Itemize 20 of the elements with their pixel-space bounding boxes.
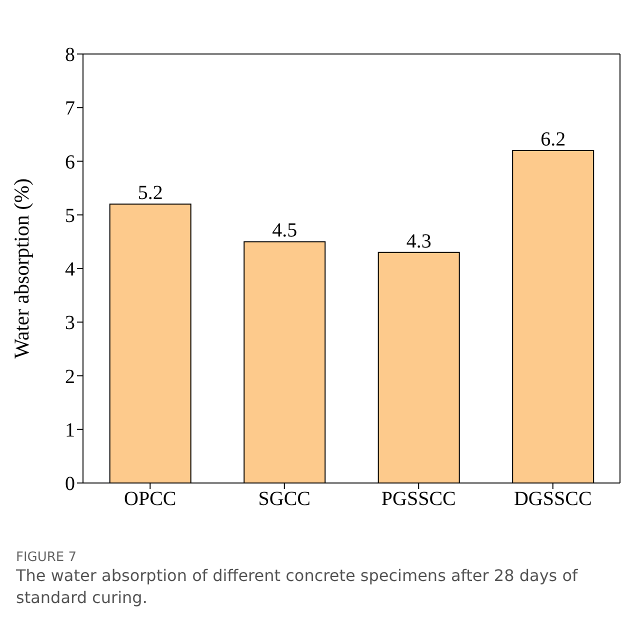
data-label: 5.2 — [138, 182, 163, 204]
y-tick-label: 1 — [65, 419, 75, 442]
y-tick-label: 7 — [65, 98, 75, 120]
data-label: 6.2 — [540, 128, 566, 151]
y-tick-label: 3 — [65, 312, 75, 334]
x-tick-label: PGSSCC — [381, 488, 456, 510]
text: The water absorption of different concrete specimens after 28 days of standard curing. — [16, 565, 579, 609]
x-tick-label: SGCC — [258, 488, 310, 510]
caption: FIGURE 7 — [16, 550, 78, 565]
y-tick-label: 6 — [65, 151, 75, 174]
y-tick-label: 5 — [65, 204, 75, 227]
y-axis-title: Water absorption (%) — [9, 178, 34, 359]
y-tick-label: 8 — [65, 44, 75, 66]
y-tick-label: 0 — [65, 473, 75, 496]
x-tick-label: OPCC — [124, 488, 176, 510]
y-tick-label: 4 — [65, 258, 75, 281]
data-label: 4.3 — [406, 230, 432, 252]
data-label: 4.5 — [272, 220, 298, 242]
y-tick-label: 2 — [65, 366, 75, 388]
x-tick-label: DGSSCC — [514, 488, 592, 510]
